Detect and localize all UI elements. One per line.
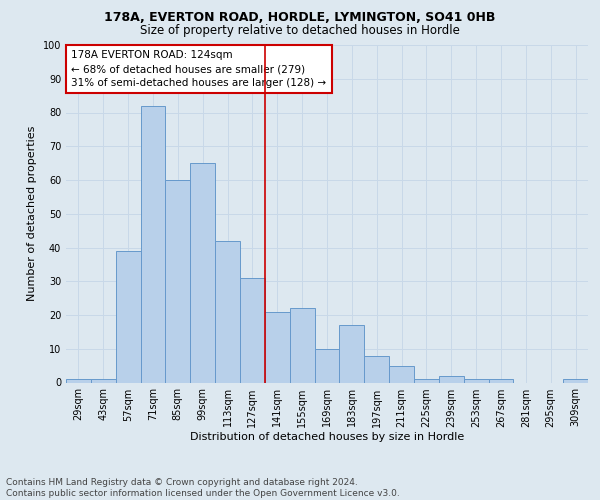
Bar	[488, 379, 514, 382]
Bar	[190, 163, 215, 382]
Bar	[364, 356, 389, 382]
Text: 178A, EVERTON ROAD, HORDLE, LYMINGTON, SO41 0HB: 178A, EVERTON ROAD, HORDLE, LYMINGTON, S…	[104, 11, 496, 24]
Bar	[340, 325, 364, 382]
Text: 178A EVERTON ROAD: 124sqm
← 68% of detached houses are smaller (279)
31% of semi: 178A EVERTON ROAD: 124sqm ← 68% of detac…	[71, 50, 326, 88]
Bar	[265, 312, 290, 382]
Bar	[464, 379, 488, 382]
Text: Size of property relative to detached houses in Hordle: Size of property relative to detached ho…	[140, 24, 460, 37]
Bar	[439, 376, 464, 382]
Bar	[240, 278, 265, 382]
Bar	[91, 379, 116, 382]
Bar	[166, 180, 190, 382]
Bar	[140, 106, 166, 382]
Text: Contains HM Land Registry data © Crown copyright and database right 2024.
Contai: Contains HM Land Registry data © Crown c…	[6, 478, 400, 498]
Bar	[215, 241, 240, 382]
Bar	[290, 308, 314, 382]
Bar	[389, 366, 414, 382]
Bar	[314, 349, 340, 382]
Bar	[414, 379, 439, 382]
Bar	[563, 379, 588, 382]
Bar	[116, 251, 140, 382]
Y-axis label: Number of detached properties: Number of detached properties	[27, 126, 37, 302]
Bar	[66, 379, 91, 382]
X-axis label: Distribution of detached houses by size in Hordle: Distribution of detached houses by size …	[190, 432, 464, 442]
